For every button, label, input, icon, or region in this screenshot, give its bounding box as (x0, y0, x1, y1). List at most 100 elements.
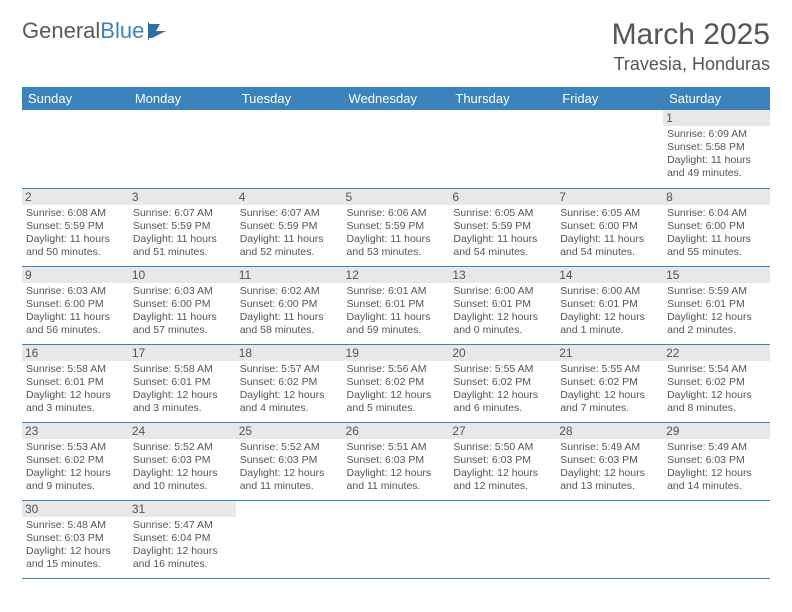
day-cell: 30 Sunrise: 5:48 AMSunset: 6:03 PMDayligh… (22, 500, 129, 578)
day-number: 11 (236, 267, 343, 283)
empty-cell (129, 110, 236, 188)
weekday-header: Tuesday (236, 87, 343, 110)
day-number: 17 (129, 345, 236, 361)
day-info: Sunrise: 5:54 AMSunset: 6:02 PMDaylight:… (667, 363, 766, 416)
calendar-body: 1 Sunrise: 6:09 AMSunset: 5:58 PMDaylight… (22, 110, 770, 578)
day-number: 12 (343, 267, 450, 283)
empty-cell (556, 110, 663, 188)
day-number: 3 (129, 189, 236, 205)
day-info: Sunrise: 5:58 AMSunset: 6:01 PMDaylight:… (26, 363, 125, 416)
empty-cell (556, 500, 663, 578)
day-info: Sunrise: 6:04 AMSunset: 6:00 PMDaylight:… (667, 207, 766, 260)
empty-cell (449, 110, 556, 188)
day-cell: 13 Sunrise: 6:00 AMSunset: 6:01 PMDayligh… (449, 266, 556, 344)
day-number: 24 (129, 423, 236, 439)
day-number: 10 (129, 267, 236, 283)
day-cell: 6Sunrise: 6:05 AMSunset: 5:59 PMDaylight… (449, 188, 556, 266)
day-number: 1 (663, 110, 770, 126)
day-info: Sunrise: 5:56 AMSunset: 6:02 PMDaylight:… (347, 363, 446, 416)
day-cell: 27Sunrise: 5:50 AMSunset: 6:03 PMDayligh… (449, 422, 556, 500)
day-info: Sunrise: 5:58 AMSunset: 6:01 PMDaylight:… (133, 363, 232, 416)
day-cell: 11Sunrise: 6:02 AMSunset: 6:00 PMDayligh… (236, 266, 343, 344)
day-info: Sunrise: 5:51 AMSunset: 6:03 PMDaylight:… (347, 441, 446, 494)
calendar-row: 1 Sunrise: 6:09 AMSunset: 5:58 PMDaylight… (22, 110, 770, 188)
empty-cell (236, 110, 343, 188)
weekday-header: Thursday (449, 87, 556, 110)
day-info: Sunrise: 6:07 AMSunset: 5:59 PMDaylight:… (240, 207, 339, 260)
day-cell: 3 Sunrise: 6:07 AMSunset: 5:59 PMDaylight… (129, 188, 236, 266)
weekday-header: Saturday (663, 87, 770, 110)
day-info: Sunrise: 6:09 AMSunset: 5:58 PMDaylight:… (667, 128, 766, 181)
empty-cell (663, 500, 770, 578)
day-cell: 28 Sunrise: 5:49 AMSunset: 6:03 PMDayligh… (556, 422, 663, 500)
day-cell: 26 Sunrise: 5:51 AMSunset: 6:03 PMDayligh… (343, 422, 450, 500)
day-info: Sunrise: 6:07 AMSunset: 5:59 PMDaylight:… (133, 207, 232, 260)
day-cell: 9 Sunrise: 6:03 AMSunset: 6:00 PMDaylight… (22, 266, 129, 344)
day-info: Sunrise: 5:49 AMSunset: 6:03 PMDaylight:… (667, 441, 766, 494)
day-cell: 8 Sunrise: 6:04 AMSunset: 6:00 PMDaylight… (663, 188, 770, 266)
day-number: 29 (663, 423, 770, 439)
day-info: Sunrise: 5:55 AMSunset: 6:02 PMDaylight:… (560, 363, 659, 416)
day-cell: 19 Sunrise: 5:56 AMSunset: 6:02 PMDayligh… (343, 344, 450, 422)
day-number: 18 (236, 345, 343, 361)
day-info: Sunrise: 5:53 AMSunset: 6:02 PMDaylight:… (26, 441, 125, 494)
header: GeneralBlue March 2025 Travesia, Hondura… (22, 18, 770, 75)
day-cell: 29 Sunrise: 5:49 AMSunset: 6:03 PMDayligh… (663, 422, 770, 500)
weekday-header: Monday (129, 87, 236, 110)
day-info: Sunrise: 5:52 AMSunset: 6:03 PMDaylight:… (240, 441, 339, 494)
day-number: 23 (22, 423, 129, 439)
logo-text-2: Blue (100, 18, 144, 44)
day-cell: 21 Sunrise: 5:55 AMSunset: 6:02 PMDayligh… (556, 344, 663, 422)
day-number: 14 (556, 267, 663, 283)
day-number: 13 (449, 267, 556, 283)
day-number: 19 (343, 345, 450, 361)
day-cell: 31Sunrise: 5:47 AMSunset: 6:04 PMDayligh… (129, 500, 236, 578)
day-number: 31 (129, 501, 236, 517)
empty-cell (449, 500, 556, 578)
day-number: 20 (449, 345, 556, 361)
calendar-row: 16Sunrise: 5:58 AMSunset: 6:01 PMDayligh… (22, 344, 770, 422)
day-cell: 22Sunrise: 5:54 AMSunset: 6:02 PMDayligh… (663, 344, 770, 422)
day-cell: 5Sunrise: 6:06 AMSunset: 5:59 PMDaylight… (343, 188, 450, 266)
day-info: Sunrise: 5:59 AMSunset: 6:01 PMDaylight:… (667, 285, 766, 338)
day-number: 7 (556, 189, 663, 205)
month-title: March 2025 (612, 18, 770, 52)
day-info: Sunrise: 6:06 AMSunset: 5:59 PMDaylight:… (347, 207, 446, 260)
day-number: 2 (22, 189, 129, 205)
logo: GeneralBlue (22, 18, 174, 44)
day-number: 26 (343, 423, 450, 439)
day-info: Sunrise: 5:48 AMSunset: 6:03 PMDaylight:… (26, 519, 125, 572)
day-number: 15 (663, 267, 770, 283)
weekday-header: Wednesday (343, 87, 450, 110)
day-cell: 4 Sunrise: 6:07 AMSunset: 5:59 PMDaylight… (236, 188, 343, 266)
day-number: 6 (449, 189, 556, 205)
day-cell: 25Sunrise: 5:52 AMSunset: 6:03 PMDayligh… (236, 422, 343, 500)
day-number: 8 (663, 189, 770, 205)
empty-cell (343, 110, 450, 188)
day-number: 28 (556, 423, 663, 439)
day-info: Sunrise: 5:49 AMSunset: 6:03 PMDaylight:… (560, 441, 659, 494)
day-cell: 12Sunrise: 6:01 AMSunset: 6:01 PMDayligh… (343, 266, 450, 344)
day-cell: 16Sunrise: 5:58 AMSunset: 6:01 PMDayligh… (22, 344, 129, 422)
day-info: Sunrise: 6:03 AMSunset: 6:00 PMDaylight:… (26, 285, 125, 338)
day-info: Sunrise: 6:00 AMSunset: 6:01 PMDaylight:… (560, 285, 659, 338)
day-info: Sunrise: 6:05 AMSunset: 6:00 PMDaylight:… (560, 207, 659, 260)
empty-cell (343, 500, 450, 578)
day-cell: 18 Sunrise: 5:57 AMSunset: 6:02 PMDayligh… (236, 344, 343, 422)
day-number: 27 (449, 423, 556, 439)
day-info: Sunrise: 6:00 AMSunset: 6:01 PMDaylight:… (453, 285, 552, 338)
day-number: 9 (22, 267, 129, 283)
day-cell: 2Sunrise: 6:08 AMSunset: 5:59 PMDaylight… (22, 188, 129, 266)
calendar-table: SundayMondayTuesdayWednesdayThursdayFrid… (22, 87, 770, 579)
logo-flag-icon (148, 22, 174, 40)
day-number: 21 (556, 345, 663, 361)
empty-cell (22, 110, 129, 188)
weekday-header: Sunday (22, 87, 129, 110)
empty-cell (236, 500, 343, 578)
day-number: 30 (22, 501, 129, 517)
day-cell: 24Sunrise: 5:52 AMSunset: 6:03 PMDayligh… (129, 422, 236, 500)
day-info: Sunrise: 5:57 AMSunset: 6:02 PMDaylight:… (240, 363, 339, 416)
day-info: Sunrise: 6:03 AMSunset: 6:00 PMDaylight:… (133, 285, 232, 338)
location: Travesia, Honduras (612, 54, 770, 75)
day-number: 4 (236, 189, 343, 205)
